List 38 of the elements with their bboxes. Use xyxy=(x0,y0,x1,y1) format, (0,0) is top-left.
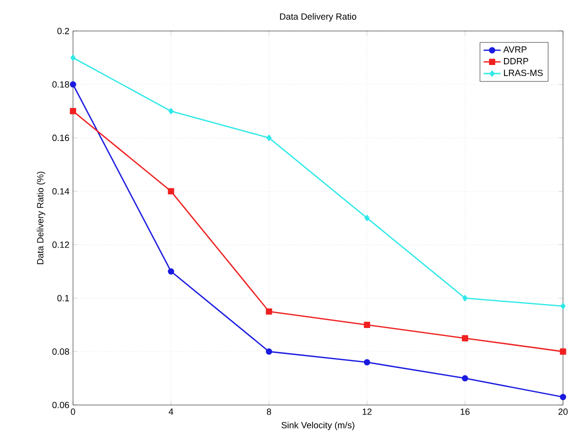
point xyxy=(462,375,468,382)
point xyxy=(364,359,370,366)
y-tick-label: 0.08 xyxy=(52,348,70,355)
point xyxy=(560,348,566,355)
y-axis-title: Data Delivery Ratio (%) xyxy=(36,172,46,264)
point xyxy=(70,81,76,88)
legend-label: AVRP xyxy=(503,46,527,53)
point xyxy=(364,322,370,328)
point xyxy=(266,134,272,141)
point xyxy=(168,108,174,114)
y-tick-label: 0.14 xyxy=(52,188,70,194)
x-tick-label: 8 xyxy=(266,408,272,415)
x-tick-label: 0 xyxy=(70,408,76,415)
point xyxy=(168,268,174,275)
y-tick-label: 0.12 xyxy=(52,242,70,248)
point xyxy=(70,108,76,114)
y-tick-label: 0.16 xyxy=(52,134,70,142)
x-tick-label: 16 xyxy=(460,408,470,415)
point xyxy=(364,214,370,222)
x-tick-label: 20 xyxy=(558,408,568,415)
legend-label: LRAS-MS xyxy=(504,70,543,76)
point xyxy=(70,54,76,61)
point xyxy=(168,188,174,194)
y-tick-label: 0.06 xyxy=(52,402,70,408)
x-axis-title: Sink Velocity (m/s) xyxy=(282,422,354,430)
y-tick-label: 0.2 xyxy=(57,28,70,34)
x-tick-label: 12 xyxy=(362,408,372,415)
point xyxy=(266,348,272,355)
point xyxy=(462,335,468,342)
chart-title: Data Delivery Ratio xyxy=(280,13,356,22)
point xyxy=(266,308,272,315)
legend-label: DDRP xyxy=(504,58,528,64)
point xyxy=(462,295,468,302)
y-tick-label: 0.18 xyxy=(52,81,70,88)
y-tick-label: 0.1 xyxy=(57,294,70,302)
point xyxy=(560,394,566,400)
x-tick-label: 4 xyxy=(168,408,174,415)
point xyxy=(560,303,566,310)
